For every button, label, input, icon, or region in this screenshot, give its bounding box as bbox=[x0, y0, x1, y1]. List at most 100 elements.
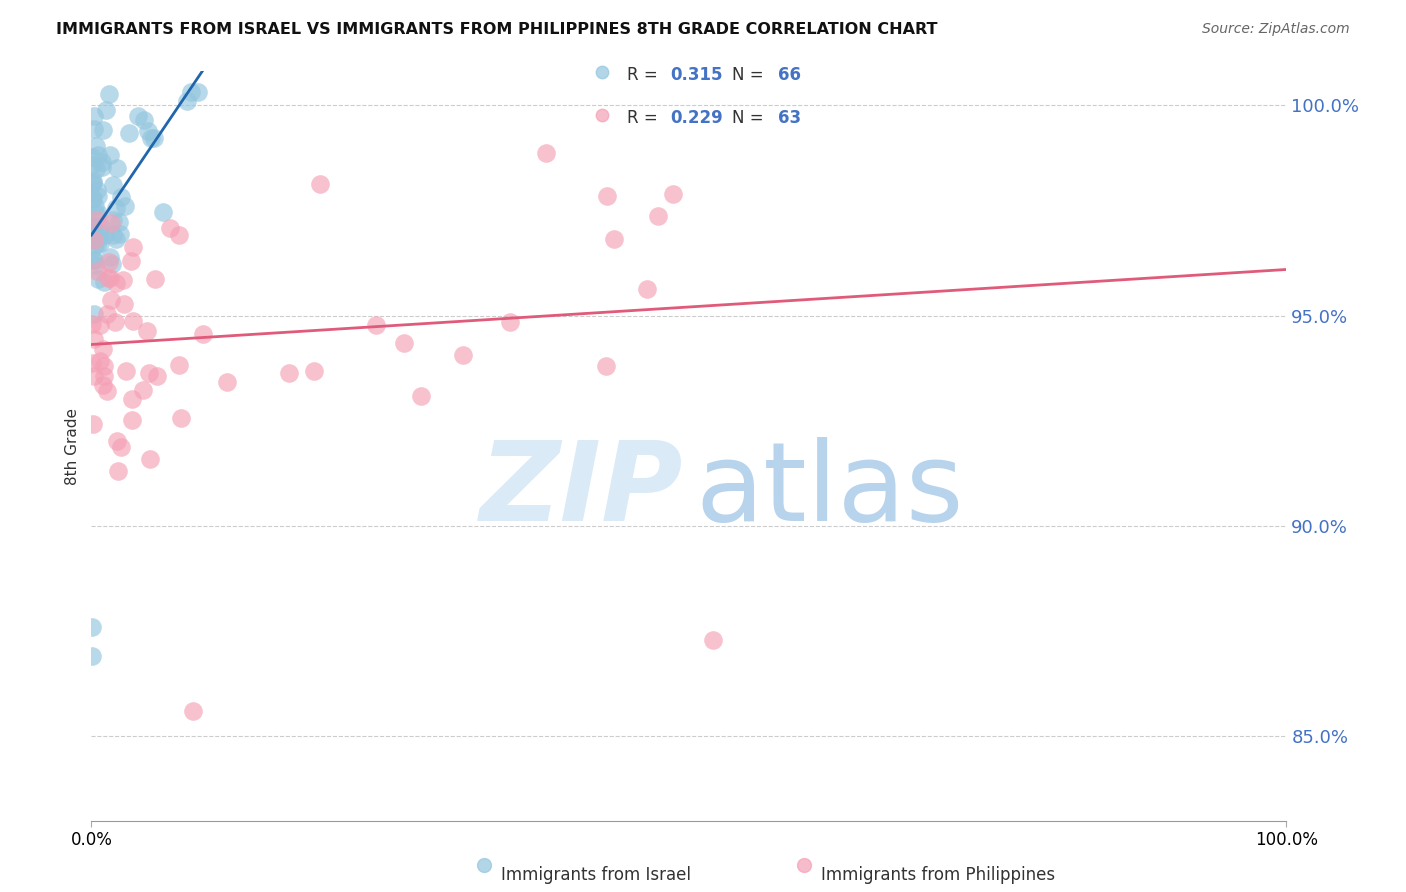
Point bbox=[451, 348, 474, 362]
Point bbox=[86, 212, 108, 227]
Point bbox=[176, 95, 198, 109]
Point bbox=[101, 228, 124, 243]
Point bbox=[98, 255, 121, 269]
Point bbox=[112, 296, 135, 310]
Text: IMMIGRANTS FROM ISRAEL VS IMMIGRANTS FROM PHILIPPINES 8TH GRADE CORRELATION CHAR: IMMIGRANTS FROM ISRAEL VS IMMIGRANTS FRO… bbox=[56, 22, 938, 37]
Point bbox=[94, 103, 117, 117]
Text: 66: 66 bbox=[779, 66, 801, 84]
Point bbox=[90, 220, 112, 235]
Point bbox=[91, 122, 114, 136]
Point bbox=[80, 649, 103, 664]
Point bbox=[100, 250, 122, 264]
Point bbox=[120, 254, 142, 268]
Point bbox=[86, 264, 108, 278]
Point bbox=[139, 130, 162, 145]
Point bbox=[394, 335, 416, 350]
Point bbox=[159, 221, 181, 235]
Point bbox=[603, 232, 626, 246]
Point bbox=[87, 188, 110, 202]
Point bbox=[83, 233, 105, 247]
Point bbox=[187, 86, 209, 100]
Point bbox=[191, 327, 214, 342]
Point bbox=[82, 417, 104, 432]
Point bbox=[108, 227, 131, 241]
Point bbox=[636, 282, 658, 296]
Point bbox=[84, 161, 107, 176]
Point bbox=[409, 389, 432, 403]
Point bbox=[121, 413, 143, 427]
Point bbox=[167, 228, 190, 243]
Point bbox=[80, 221, 103, 235]
Text: ZIP: ZIP bbox=[479, 437, 683, 544]
Point bbox=[104, 315, 127, 329]
Point bbox=[536, 145, 558, 160]
Point bbox=[93, 368, 115, 383]
Point bbox=[143, 272, 166, 286]
Point bbox=[89, 354, 111, 368]
Text: 0.229: 0.229 bbox=[671, 109, 723, 127]
Point bbox=[83, 229, 105, 244]
Point bbox=[138, 124, 160, 138]
Point bbox=[96, 307, 118, 321]
Point bbox=[105, 434, 128, 448]
Text: N =: N = bbox=[733, 109, 769, 127]
Point bbox=[118, 126, 141, 140]
Point bbox=[107, 464, 129, 478]
Point bbox=[138, 366, 160, 380]
Point bbox=[83, 332, 105, 346]
Point bbox=[180, 86, 202, 100]
Point bbox=[83, 253, 105, 268]
Point bbox=[498, 315, 520, 329]
Point bbox=[80, 192, 103, 206]
Point bbox=[170, 411, 193, 425]
Point bbox=[104, 232, 127, 246]
Point bbox=[662, 186, 685, 201]
Point bbox=[91, 160, 114, 174]
Point bbox=[82, 174, 104, 188]
Point bbox=[87, 271, 110, 285]
Point bbox=[93, 342, 115, 356]
Text: N =: N = bbox=[733, 66, 769, 84]
Point bbox=[93, 359, 115, 373]
Text: R =: R = bbox=[627, 109, 662, 127]
Point bbox=[93, 276, 115, 290]
Point bbox=[82, 219, 104, 233]
Point bbox=[111, 273, 134, 287]
Point bbox=[83, 369, 105, 384]
Point bbox=[82, 191, 104, 205]
Point bbox=[82, 176, 104, 190]
Point bbox=[215, 376, 238, 390]
Point bbox=[110, 189, 132, 203]
Point bbox=[87, 231, 110, 245]
Point bbox=[84, 207, 107, 221]
Point bbox=[90, 154, 112, 169]
Point bbox=[181, 704, 204, 718]
Point bbox=[366, 318, 388, 332]
Point bbox=[83, 122, 105, 136]
Point bbox=[122, 240, 145, 254]
Point bbox=[91, 378, 114, 392]
Point bbox=[308, 177, 330, 191]
Point bbox=[82, 158, 104, 172]
Point bbox=[94, 227, 117, 242]
Point bbox=[96, 384, 118, 398]
Point bbox=[110, 440, 132, 454]
Point bbox=[82, 233, 104, 247]
Point bbox=[87, 205, 110, 219]
Point bbox=[97, 271, 120, 285]
Point bbox=[83, 307, 105, 321]
Point bbox=[115, 364, 138, 378]
Point bbox=[84, 259, 107, 273]
Point bbox=[132, 112, 155, 127]
Point bbox=[82, 355, 104, 369]
Point bbox=[86, 236, 108, 251]
Point bbox=[152, 205, 174, 219]
Text: Immigrants from Israel: Immigrants from Israel bbox=[501, 865, 690, 883]
Point bbox=[142, 131, 165, 145]
Point bbox=[82, 150, 104, 164]
Point bbox=[98, 148, 121, 162]
Point bbox=[146, 369, 169, 384]
Point bbox=[138, 452, 160, 467]
Point bbox=[702, 632, 724, 647]
Point bbox=[105, 276, 128, 290]
